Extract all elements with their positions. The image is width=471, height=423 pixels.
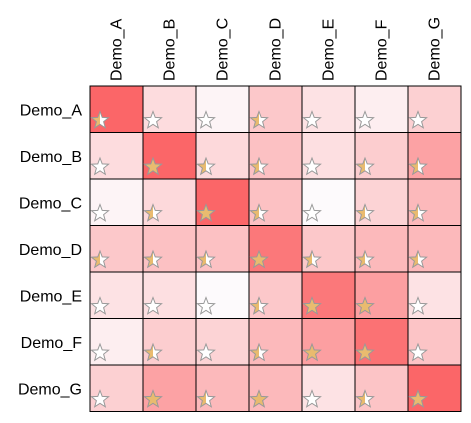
star-marker [143,342,163,362]
star-marker [90,249,110,269]
star-marker [196,249,216,269]
star-marker [143,156,163,176]
star-marker [196,203,216,222]
star-marker [302,110,322,129]
y-tick-label: Demo_E [20,288,82,305]
heatmap-cells [89,85,462,412]
star-marker [355,110,375,129]
star-marker [408,296,428,315]
star-marker [143,203,163,222]
star-marker [249,249,269,269]
star-marker [143,296,163,315]
star-marker [90,156,110,176]
star-marker [249,203,269,222]
star-marker [408,203,428,222]
star-marker [196,110,216,129]
star-marker [355,249,375,269]
star-marker [249,156,269,176]
x-tick-label: Demo_F [374,19,391,81]
star-marker [143,249,163,269]
star-marker [90,203,110,222]
star-marker [302,156,322,176]
star-marker [355,296,375,315]
star-marker [408,110,428,129]
star-marker [196,389,216,408]
star-marker [90,342,110,362]
star-marker [249,342,269,362]
star-marker [249,110,269,129]
x-axis-tick-labels: Demo_A Demo_B Demo_C Demo_D Demo_E Demo_F Demo… [109,17,444,81]
y-axis-tick-labels: Demo_A Demo_B Demo_C Demo_D Demo_E Demo_F Demo… [18,102,82,398]
star-marker [302,296,322,315]
heatmap-cell [89,364,144,412]
star-marker [355,203,375,222]
star-marker [355,389,375,408]
y-tick-label: Demo_A [20,102,83,119]
x-tick-label: Demo_C [215,18,232,81]
star-marker [408,342,428,362]
star-marker [355,156,375,176]
star-marker [143,389,163,408]
star-marker [90,296,110,315]
y-tick-label: Demo_C [19,195,82,212]
x-tick-label: Demo_B [162,19,179,81]
y-tick-label: Demo_F [21,335,83,352]
x-tick-label: Demo_G [427,17,444,81]
y-tick-label: Demo_G [18,381,82,398]
star-marker [249,296,269,315]
star-marker [196,156,216,176]
star-marker [90,110,110,129]
star-marker [196,342,216,362]
star-marker [249,389,269,408]
x-tick-label: Demo_D [268,18,285,81]
star-marker [408,156,428,176]
star-marker [408,389,428,408]
star-marker [90,389,110,408]
star-marker [302,203,322,222]
star-marker [196,296,216,315]
star-marker [355,342,375,362]
star-markers [90,110,428,408]
star-marker [302,249,322,269]
x-tick-label: Demo_E [321,19,338,81]
x-tick-label: Demo_A [109,18,126,81]
y-tick-label: Demo_D [19,242,82,259]
star-marker [143,110,163,129]
star-marker [408,249,428,269]
star-marker [302,389,322,408]
heatmap-cell [301,364,356,412]
y-tick-label: Demo_B [20,149,82,166]
star-marker [302,342,322,362]
